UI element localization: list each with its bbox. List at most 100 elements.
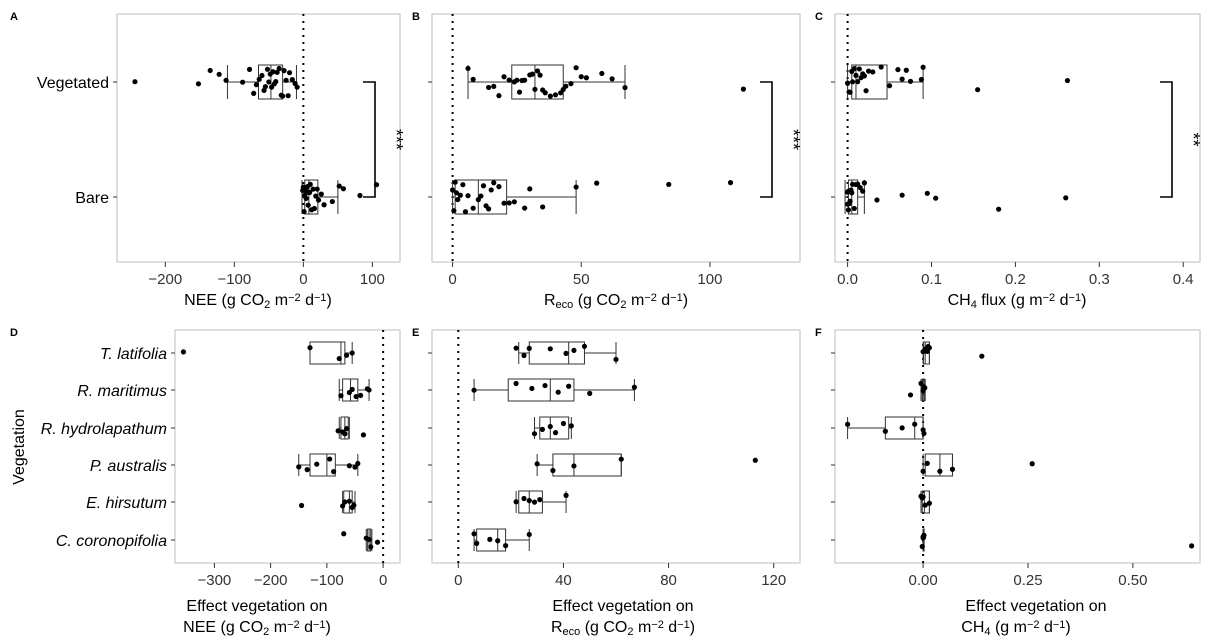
box-0 (513, 341, 619, 365)
data-point (853, 72, 859, 78)
x-tick-label: 80 (660, 572, 677, 589)
box-3 (920, 453, 1035, 477)
panel-f: F 0.00 0.25 0.50 (815, 327, 1201, 589)
data-point (314, 186, 320, 192)
data-point (560, 420, 567, 427)
data-point (996, 206, 1002, 212)
box-iqr (518, 490, 543, 514)
category-label: Bare (75, 190, 109, 207)
data-point (486, 84, 492, 91)
data-point (844, 80, 851, 86)
data-point (503, 543, 509, 549)
data-point (933, 195, 939, 201)
x-tick-label: 0.2 (1005, 271, 1026, 288)
data-point (304, 467, 310, 473)
box-4 (918, 490, 932, 514)
data-point (280, 93, 286, 99)
data-point (296, 464, 302, 470)
data-point (286, 70, 293, 76)
box-iqr (924, 453, 953, 477)
data-point (294, 84, 300, 90)
data-point (920, 64, 926, 70)
panel-frame (431, 13, 801, 263)
box-iqr (539, 416, 570, 440)
data-point (216, 71, 222, 77)
data-point (321, 202, 327, 208)
data-point (318, 191, 324, 197)
x-tick-label: 0.50 (1118, 572, 1147, 589)
significance-stars: *** (386, 129, 406, 150)
box-2 (844, 416, 927, 440)
data-point (882, 428, 888, 434)
data-point (918, 76, 925, 83)
x-axis-title-d-line1: Effect vegetation on (186, 598, 327, 615)
data-point (571, 347, 577, 354)
data-point (303, 195, 309, 202)
data-point (581, 343, 588, 349)
data-point (924, 190, 930, 196)
data-point (849, 190, 855, 196)
data-point (343, 426, 350, 432)
panel-b: B 0 50 100 *** (412, 11, 803, 288)
data-point (539, 426, 546, 432)
x-tick-label: 0.00 (909, 572, 938, 589)
data-point (907, 392, 914, 398)
data-point (256, 76, 262, 82)
data-point (534, 461, 540, 467)
panel-letter: F (815, 327, 822, 339)
box-iqr (309, 341, 346, 365)
box-5 (919, 528, 1195, 552)
panel-frame (834, 329, 1201, 564)
data-point (495, 538, 501, 544)
x-axis-title-c: CH4 flux (g m−2 d−1) (948, 292, 1087, 312)
data-point (727, 180, 734, 186)
data-point (471, 387, 477, 393)
x-tick-label: 0.0 (837, 271, 858, 288)
box-iqr (528, 341, 585, 365)
data-point (594, 180, 600, 186)
data-point (847, 198, 853, 204)
x-axis-title-b: Reco (g CO2 m−2 d−1) (544, 292, 688, 312)
data-point (276, 65, 282, 72)
data-point (305, 202, 311, 208)
y-axis-title: Vegetation (11, 409, 28, 485)
panel-e: E 0 40 80 120 (412, 327, 801, 589)
x-tick-label: −200 (254, 572, 288, 589)
panel-a: A −200 −100 0 100 Vegetated Bare *** (10, 11, 406, 288)
data-point (355, 460, 361, 467)
panel-d: D −300 −200 −100 0 T. latifolia R. maritimus R.… (10, 327, 401, 589)
data-point (922, 385, 928, 391)
data-point (195, 81, 202, 87)
data-point (912, 421, 918, 427)
data-point (886, 83, 893, 89)
data-point (563, 83, 569, 89)
data-point (578, 74, 584, 80)
data-point (921, 532, 927, 538)
x-tick-label: 40 (555, 572, 572, 589)
panel-frame (431, 329, 801, 564)
box-0 (465, 64, 746, 100)
data-point (452, 179, 458, 185)
data-point (240, 79, 246, 85)
data-point (346, 463, 352, 469)
data-point (949, 466, 956, 472)
x-tick-label: −100 (217, 271, 251, 288)
panel-letter: D (10, 327, 18, 339)
data-point (979, 353, 985, 359)
data-point (861, 73, 867, 79)
data-point (542, 90, 548, 96)
data-point (449, 187, 456, 193)
data-point (491, 83, 497, 90)
data-point (522, 205, 528, 211)
data-point (315, 197, 322, 203)
data-point (513, 380, 519, 387)
box-4 (298, 490, 357, 514)
data-point (465, 193, 471, 199)
data-point (547, 423, 553, 430)
data-point (314, 461, 320, 467)
data-point (573, 65, 579, 71)
box-2 (531, 416, 574, 440)
data-point (531, 431, 538, 437)
data-point (861, 180, 867, 186)
